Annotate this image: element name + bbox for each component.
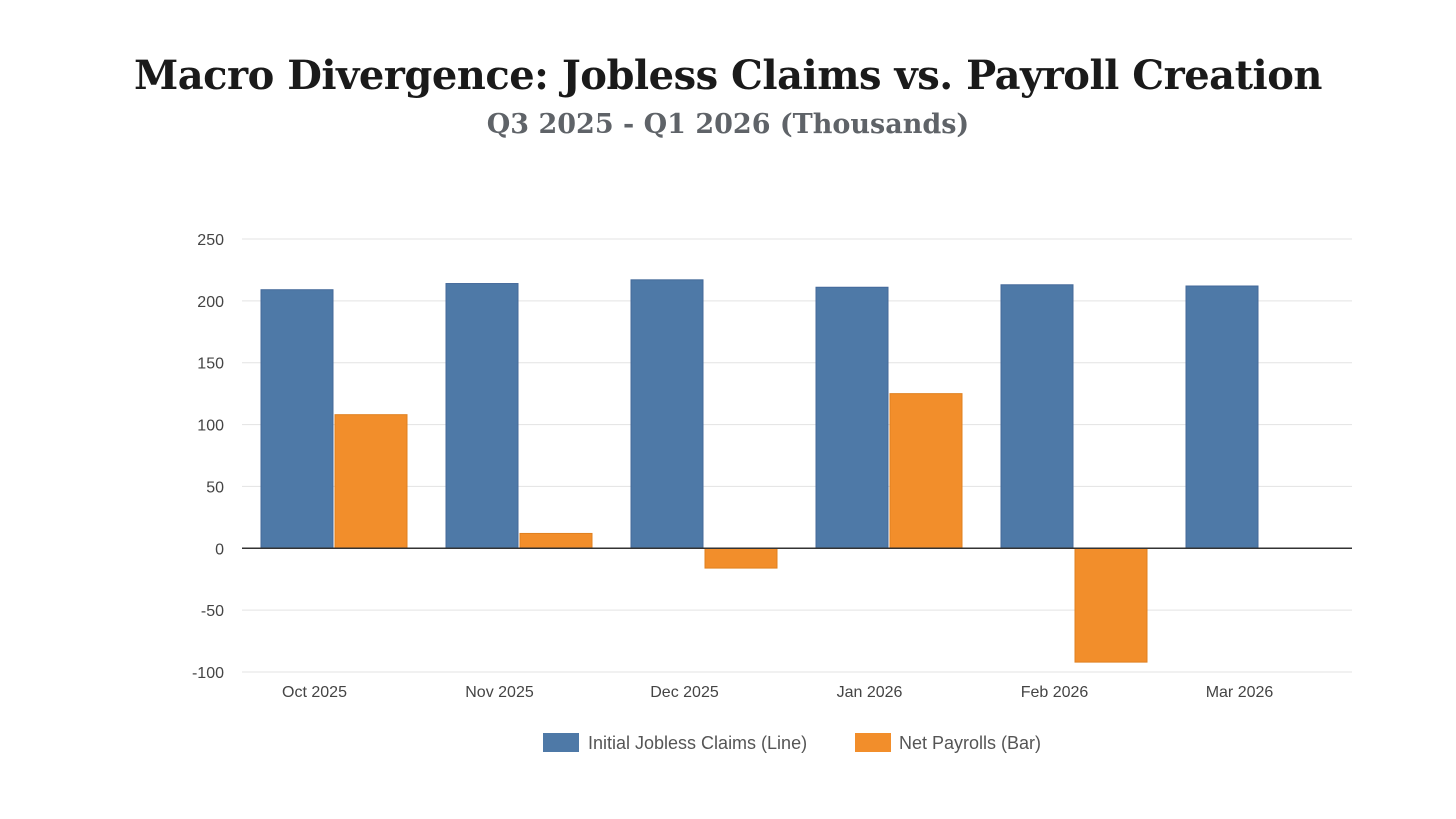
x-tick-label: Mar 2026 [1206, 684, 1274, 701]
bars [260, 279, 1259, 663]
y-tick-label: 150 [197, 356, 224, 373]
y-tick-label: 0 [215, 541, 224, 558]
claims-bar-3[interactable] [815, 286, 889, 549]
claims-bar-1[interactable] [445, 283, 519, 549]
claims-bar-0[interactable] [260, 289, 334, 549]
legend-item-0[interactable]: Initial Jobless Claims (Line) [543, 733, 807, 753]
payrolls-bar-2[interactable] [704, 547, 778, 569]
legend-item-1[interactable]: Net Payrolls (Bar) [855, 733, 1041, 753]
legend-swatch [855, 733, 891, 752]
claims-bar-5[interactable] [1185, 285, 1259, 549]
y-tick-label: -50 [201, 603, 224, 620]
y-tick-label: -100 [192, 665, 224, 682]
x-tick-label: Oct 2025 [282, 684, 347, 701]
legend-swatch [543, 733, 579, 752]
claims-bar-2[interactable] [630, 279, 704, 549]
y-tick-label: 100 [197, 418, 224, 435]
payrolls-bar-4[interactable] [1074, 547, 1148, 663]
x-axis: Oct 2025 Nov 2025 Dec 2025 Jan 2026 Feb 2026… [282, 684, 1273, 701]
y-axis: 250 200 150 100 50 0 -50 -100 [192, 232, 224, 682]
y-tick-label: 250 [197, 232, 224, 249]
x-tick-label: Nov 2025 [465, 684, 534, 701]
legend[interactable]: Initial Jobless Claims (Line) Net Payroll… [543, 733, 1041, 753]
gridlines [242, 238, 1352, 673]
x-tick-label: Jan 2026 [837, 684, 903, 701]
chart-title: Macro Divergence: Jobless Claims vs. Pay… [133, 52, 1323, 99]
legend-label: Net Payrolls (Bar) [899, 733, 1041, 753]
x-tick-label: Feb 2026 [1021, 684, 1089, 701]
chart-subtitle: Q3 2025 - Q1 2026 (Thousands) [486, 109, 970, 140]
x-tick-label: Dec 2025 [650, 684, 719, 701]
y-tick-label: 50 [206, 479, 224, 496]
legend-label: Initial Jobless Claims (Line) [588, 733, 807, 753]
claims-bar-4[interactable] [1000, 284, 1074, 549]
payrolls-bar-3[interactable] [889, 393, 963, 549]
y-tick-label: 200 [197, 294, 224, 311]
payrolls-bar-1[interactable] [519, 532, 593, 549]
payrolls-bar-0[interactable] [334, 414, 408, 549]
